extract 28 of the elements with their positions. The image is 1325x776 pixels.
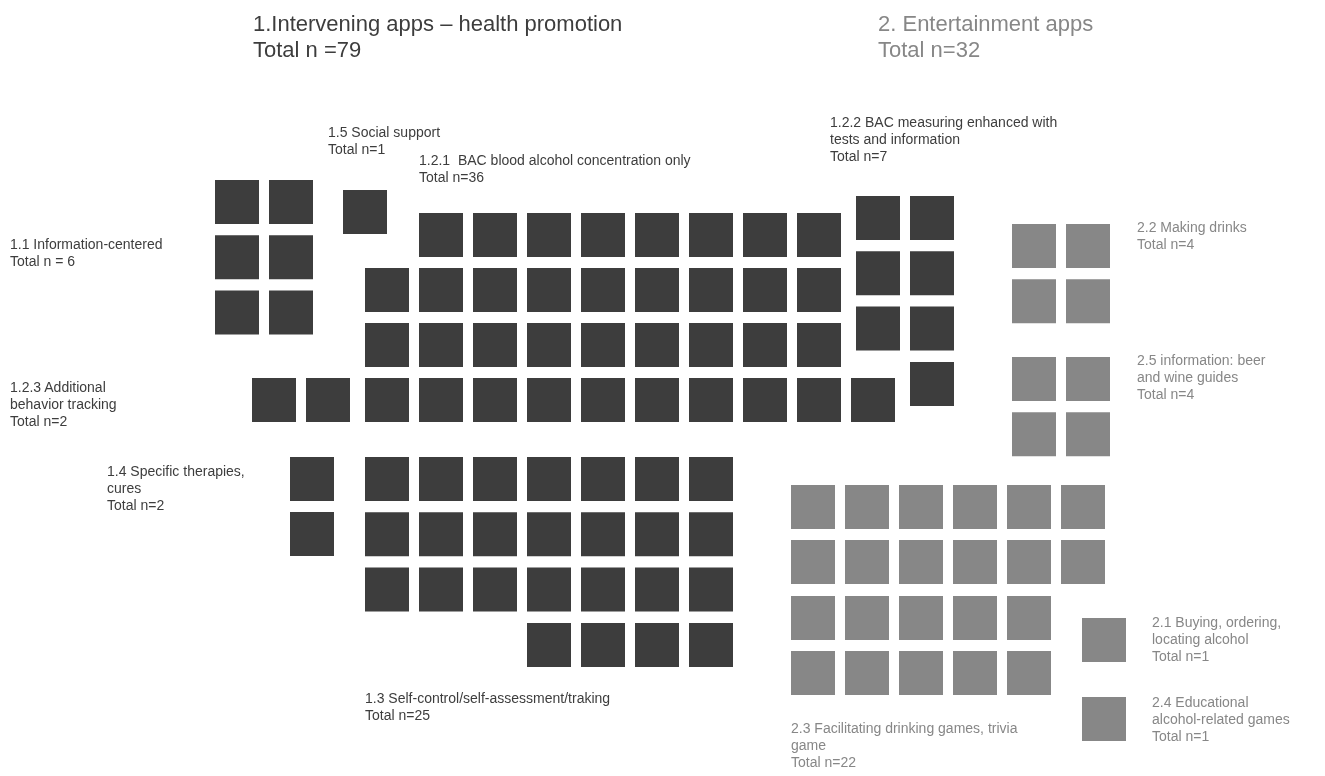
data-label: Total n=7 xyxy=(830,147,888,164)
category-label: 2.2 Making drinks xyxy=(1137,218,1247,235)
legend-label: 1.Intervening apps – health promotion xyxy=(253,11,623,37)
category-label: 2.5 information: beer and wine guides xyxy=(1137,351,1266,385)
category-label: 1.2.2 BAC measuring enhanced with tests and information xyxy=(830,113,1058,147)
category-label: 1.1 Information-centered xyxy=(10,235,163,252)
category-label: 1.2.1 BAC blood alcohol concentration only xyxy=(419,151,691,168)
legend-label: 2. Entertainment apps xyxy=(878,11,1094,37)
category-label: 1.3 Self-control/self-assessment/traking xyxy=(365,689,611,706)
data-label: Total n=25 xyxy=(365,706,431,723)
data-label: Total n = 6 xyxy=(10,252,76,269)
data-label: Total n=22 xyxy=(791,753,857,770)
category-label: 1.2.3 Additional behavior tracking xyxy=(10,378,117,412)
data-label: Total n=36 xyxy=(419,168,485,185)
data-label: Total n=4 xyxy=(1137,235,1195,252)
category-label: 1.4 Specific therapies, cures xyxy=(107,462,245,496)
text: Total n =79 xyxy=(253,37,362,63)
data-label: Total n=1 xyxy=(328,140,386,157)
category-label: 2.4 Educational alcohol-related games xyxy=(1152,693,1290,727)
category-label: 2.3 Facilitating drinking games, trivia game xyxy=(791,719,1018,753)
data-label: Total n=1 xyxy=(1152,647,1210,664)
category-label: 2.1 Buying, ordering, locating alcohol xyxy=(1152,613,1282,647)
text: Total n=32 xyxy=(878,37,981,63)
data-label: Total n=2 xyxy=(107,496,165,513)
data-label: Total n=4 xyxy=(1137,385,1195,402)
data-label: Total n=1 xyxy=(1152,727,1210,744)
category-label: 1.5 Social support xyxy=(328,123,441,140)
data-label: Total n=2 xyxy=(10,412,68,429)
